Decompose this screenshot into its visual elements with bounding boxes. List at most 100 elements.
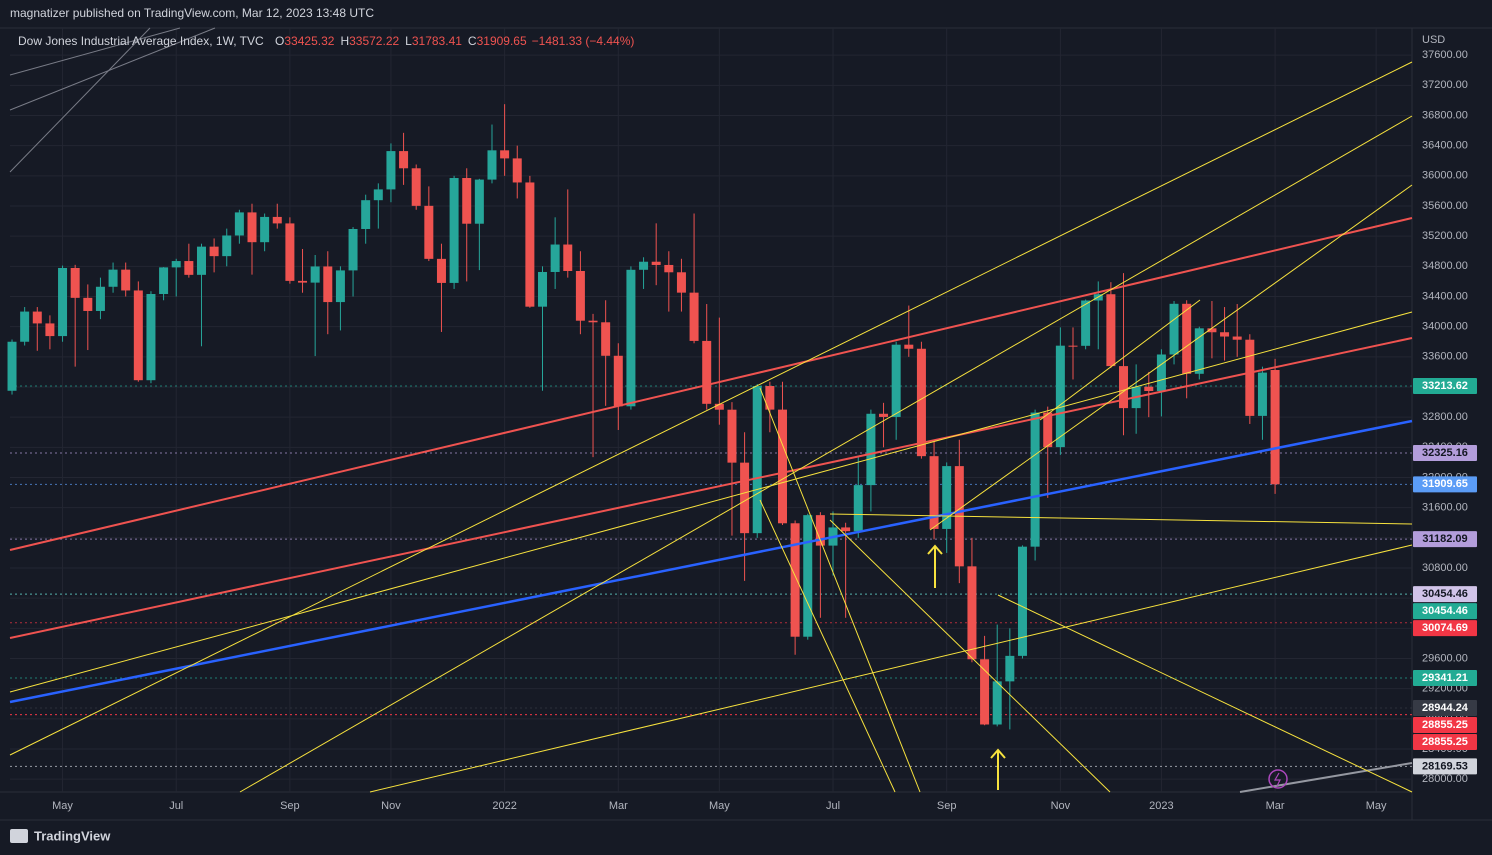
price-label: 33213.62 <box>1422 380 1468 392</box>
legend: Dow Jones Industrial Average Index, 1W, … <box>18 34 634 48</box>
x-tick-label: 2022 <box>492 800 516 812</box>
candle-body <box>424 205 434 259</box>
candle-body <box>601 322 611 356</box>
candle-body <box>247 212 257 243</box>
candle-body <box>285 223 295 281</box>
y-tick-label: 34000.00 <box>1422 321 1468 333</box>
y-tick-label: 32800.00 <box>1422 411 1468 423</box>
candle-body <box>790 523 800 637</box>
y-tick-label: 31600.00 <box>1422 502 1468 514</box>
y-tick-label: 36000.00 <box>1422 170 1468 182</box>
candle-body <box>777 409 787 524</box>
price-label: 28944.24 <box>1422 702 1469 714</box>
candle-body <box>1144 386 1154 391</box>
candle-body <box>234 212 244 236</box>
candle-body <box>1270 370 1280 485</box>
candle-body <box>184 261 194 275</box>
x-tick-label: Jul <box>169 800 183 812</box>
candle-body <box>222 235 232 257</box>
candle-body <box>1207 328 1217 333</box>
price-label-box <box>1413 670 1477 687</box>
y-tick-label: 30800.00 <box>1422 562 1468 574</box>
candle-body <box>1068 345 1078 347</box>
y-tick-label: 35600.00 <box>1422 200 1468 212</box>
candle-body <box>1220 332 1230 337</box>
candle-body <box>121 269 131 291</box>
candle-body <box>323 266 333 303</box>
legend-key: H <box>340 34 349 48</box>
candle-body <box>1169 303 1179 355</box>
candle-body <box>879 413 889 417</box>
y-tick-label: 37200.00 <box>1422 79 1468 91</box>
candle-body <box>1119 366 1129 409</box>
candle-body <box>310 266 320 283</box>
x-tick-label: May <box>52 800 73 812</box>
price-label: 28855.25 <box>1422 719 1468 731</box>
candle-body <box>942 466 952 529</box>
x-tick-label: Mar <box>1266 800 1285 812</box>
candle-body <box>613 355 623 407</box>
candle-body <box>904 344 914 349</box>
candle-body <box>159 267 169 295</box>
legend-key: C <box>468 34 477 48</box>
candle-body <box>891 344 901 417</box>
candle-body <box>1043 412 1053 448</box>
price-label: 31909.65 <box>1422 478 1468 490</box>
price-label-box <box>1413 716 1477 733</box>
y-tick-label: 29600.00 <box>1422 652 1468 664</box>
logo <box>10 829 28 843</box>
candle-body <box>1194 328 1204 374</box>
candle-body <box>689 292 699 341</box>
candle-body <box>512 158 522 183</box>
candle-body <box>7 341 17 391</box>
candle-body <box>1232 336 1242 340</box>
candle-body <box>980 659 990 725</box>
candle-body <box>500 150 510 159</box>
candle-body <box>373 189 383 201</box>
candle-body <box>348 228 358 271</box>
candle-body <box>815 515 825 546</box>
y-tick-label: 34400.00 <box>1422 290 1468 302</box>
price-label-box <box>1413 733 1477 750</box>
candle-body <box>386 151 396 190</box>
candle-body <box>335 270 345 303</box>
price-label-box <box>1413 603 1477 620</box>
candle-body <box>171 261 181 268</box>
candle-body <box>538 271 548 307</box>
price-label-box <box>1413 620 1477 637</box>
candle-body <box>95 286 105 311</box>
y-tick-label: 37600.00 <box>1422 49 1468 61</box>
x-tick-label: Mar <box>609 800 628 812</box>
x-tick-label: Sep <box>937 800 957 812</box>
drawings <box>9 27 1413 793</box>
candle-body <box>474 179 484 224</box>
candle-body <box>853 485 863 532</box>
candle-body <box>1245 339 1255 416</box>
candle-body <box>146 294 156 381</box>
candle-body <box>866 413 876 486</box>
candle-body <box>525 182 535 307</box>
candle-body <box>588 320 598 323</box>
x-tick-label: Sep <box>280 800 300 812</box>
price-label-box <box>1413 758 1477 775</box>
candle-body <box>361 200 371 229</box>
y-tick-label: 28000.00 <box>1422 773 1468 785</box>
candle-body <box>740 462 750 534</box>
y-tick-label: 33600.00 <box>1422 351 1468 363</box>
candle-body <box>626 269 636 407</box>
candle-body <box>1055 345 1065 448</box>
axes: 28000.0028400.0028800.0029200.0029600.00… <box>52 49 1477 812</box>
candle-body <box>639 261 649 270</box>
candle-body <box>575 271 585 321</box>
y-tick-label: 35200.00 <box>1422 230 1468 242</box>
candle-body <box>916 348 926 457</box>
y-tick-label: 36800.00 <box>1422 109 1468 121</box>
x-tick-label: Nov <box>381 800 401 812</box>
candle-body <box>714 403 724 410</box>
legend-value: 31783.41 <box>412 34 462 48</box>
candle-body <box>967 566 977 660</box>
candle-body <box>550 244 560 272</box>
candle-body <box>1106 294 1116 367</box>
candle-body <box>1030 412 1040 547</box>
